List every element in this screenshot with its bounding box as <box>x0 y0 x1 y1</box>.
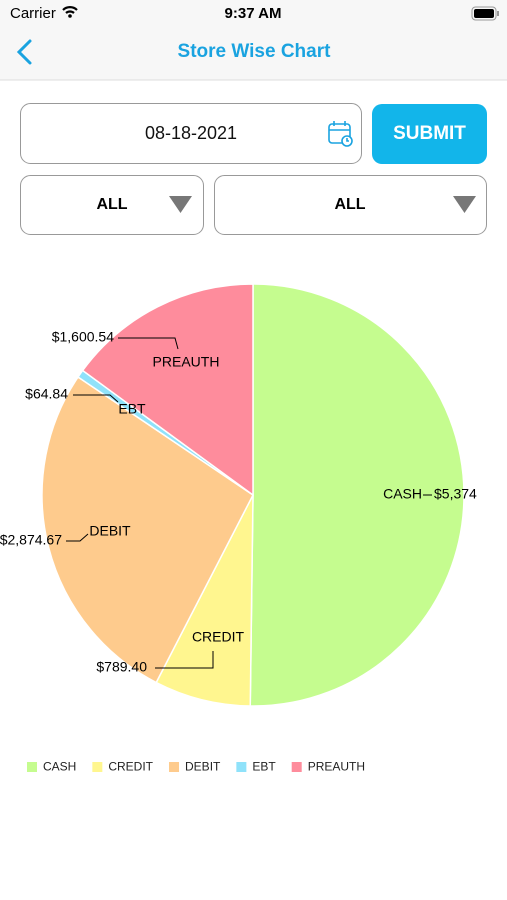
store-dropdown[interactable] <box>20 175 204 235</box>
pie-chart: CASH $5,374 CREDIT $789.40 DEBIT $2,874.67 EBT… <box>0 283 477 774</box>
leader-line <box>118 337 179 350</box>
battery-level <box>474 9 494 18</box>
legend-swatch <box>27 762 37 772</box>
submit-label: SUBMIT <box>393 123 466 144</box>
legend-swatch <box>236 762 247 772</box>
date-value: 08-18-2021 <box>145 123 237 143</box>
slice-label: CREDIT <box>192 629 245 645</box>
pie-slice <box>81 283 254 497</box>
payment-dropdown[interactable] <box>214 175 487 235</box>
dropdown-arrow <box>169 196 192 213</box>
calendar-icon[interactable] <box>328 121 353 147</box>
battery-tip <box>497 11 499 16</box>
legend-label: PREAUTH <box>308 760 365 774</box>
slice-label: CASH <box>383 486 422 502</box>
payment-value: ALL <box>334 196 365 213</box>
battery <box>471 6 497 21</box>
value-label: $1,600.54 <box>52 329 114 345</box>
value-label: $789.40 <box>96 659 147 675</box>
dropdown-arrow <box>453 196 476 213</box>
pie-slice <box>249 283 465 707</box>
page-title: Store Wise Chart <box>178 41 332 62</box>
value-label: $64.84 <box>25 386 68 402</box>
legend-swatch <box>92 762 103 772</box>
legend-label: EBT <box>252 760 276 774</box>
submit-button[interactable] <box>372 104 487 164</box>
pie-slice <box>155 494 254 707</box>
top-bar <box>0 0 507 80</box>
slice-label: PREAUTH <box>153 354 220 370</box>
store-value: ALL <box>96 196 127 213</box>
leader-line <box>66 533 89 542</box>
leader-line <box>73 394 119 403</box>
date-field[interactable] <box>20 103 362 164</box>
slice-label: DEBIT <box>89 523 131 539</box>
carrier: Carrier <box>10 5 56 22</box>
value-label: $2,874.67 <box>0 532 62 548</box>
slice-label: EBT <box>118 401 146 417</box>
back-button[interactable] <box>16 39 32 65</box>
leader-line <box>155 651 214 669</box>
legend-swatch <box>291 762 302 772</box>
legend-label: CASH <box>43 760 76 774</box>
legend-label: DEBIT <box>185 760 221 774</box>
clock: 9:37 AM <box>225 5 282 22</box>
wifi-icon <box>62 6 78 14</box>
value-label: $5,374 <box>434 486 477 502</box>
legend-swatch <box>169 762 180 772</box>
wifi-dot <box>68 14 72 18</box>
pie-slice <box>41 376 254 684</box>
legend-label: CREDIT <box>108 760 153 774</box>
